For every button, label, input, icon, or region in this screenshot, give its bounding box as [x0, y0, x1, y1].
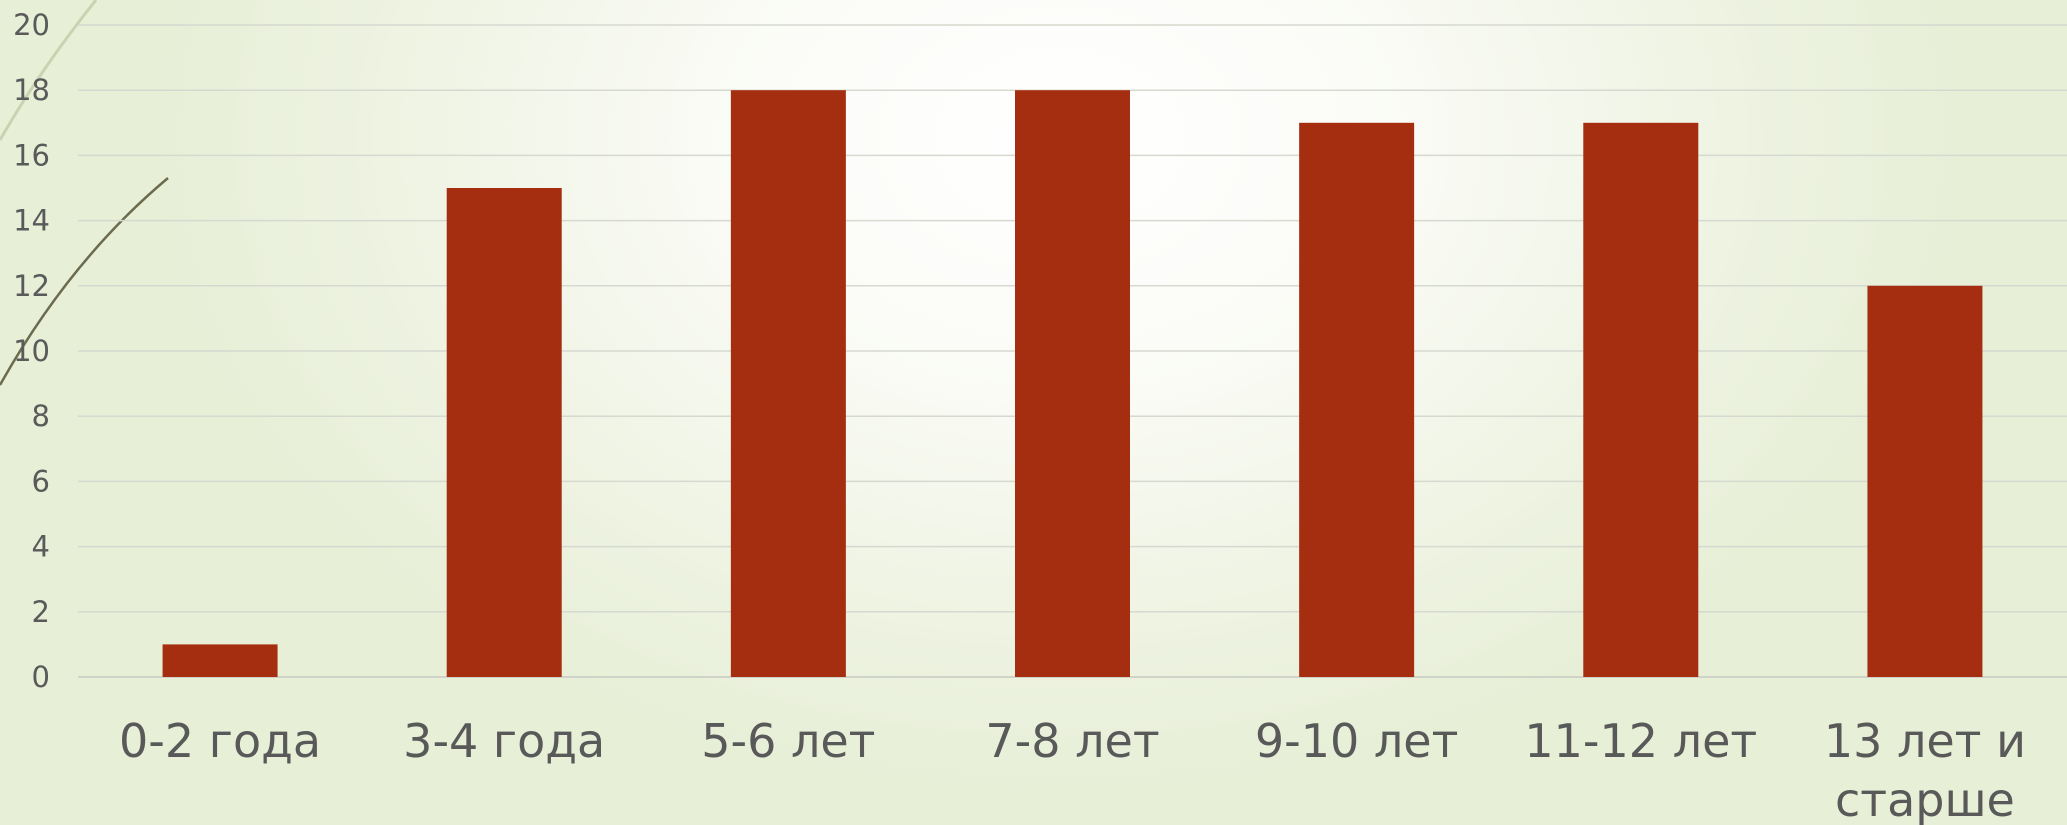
y-tick-label: 10: [13, 334, 50, 368]
bar: [1299, 122, 1415, 678]
x-tick-label-line: 0-2 года: [119, 714, 321, 768]
x-tick-label-line: 11-12 лет: [1524, 714, 1757, 768]
bars: [162, 90, 1983, 678]
y-tick-label: 16: [13, 138, 50, 172]
x-tick-label: 7-8 лет: [985, 714, 1159, 768]
y-tick-label: 14: [13, 204, 50, 238]
decor-line-dark: [0, 177, 169, 386]
decor-line-light: [0, 0, 98, 141]
y-tick-label: 18: [13, 73, 50, 107]
x-tick-label-line: старше: [1835, 773, 2015, 825]
bar: [1867, 285, 1983, 677]
x-axis-tick-labels: 0-2 года 3-4 года 5-6 лет 7-8 лет 9-10 лет 11…: [119, 714, 2026, 825]
x-tick-label-line: 3-4 года: [403, 714, 605, 768]
x-tick-label: 11-12 лет: [1524, 714, 1757, 768]
bar: [730, 90, 846, 677]
y-tick-label: 4: [32, 530, 50, 564]
bar: [162, 644, 278, 677]
x-tick-label: 3-4 года: [403, 714, 605, 768]
y-tick-label: 8: [32, 399, 50, 433]
x-tick-label-line: 9-10 лет: [1255, 714, 1459, 768]
x-tick-label: 5-6 лет: [701, 714, 875, 768]
x-tick-label-line: 5-6 лет: [701, 714, 875, 768]
bar: [1015, 90, 1130, 677]
y-tick-label: 20: [13, 8, 50, 42]
x-tick-label-line: 13 лет и: [1824, 714, 2026, 768]
x-tick-label: 13 лет и старше: [1824, 714, 2026, 825]
bar: [446, 188, 562, 677]
y-tick-label: 12: [13, 269, 50, 303]
x-tick-label: 9-10 лет: [1255, 714, 1459, 768]
x-tick-label: 0-2 года: [119, 714, 321, 768]
y-axis-tick-labels: 0 2 4 6 8 10 12 14 16 18 20: [13, 8, 50, 694]
x-tick-label-line: 7-8 лет: [985, 714, 1159, 768]
y-tick-label: 0: [32, 660, 50, 694]
bar: [1583, 122, 1699, 678]
y-tick-label: 2: [32, 595, 50, 629]
decorative-lines: [0, 0, 169, 386]
y-tick-label: 6: [32, 464, 50, 498]
